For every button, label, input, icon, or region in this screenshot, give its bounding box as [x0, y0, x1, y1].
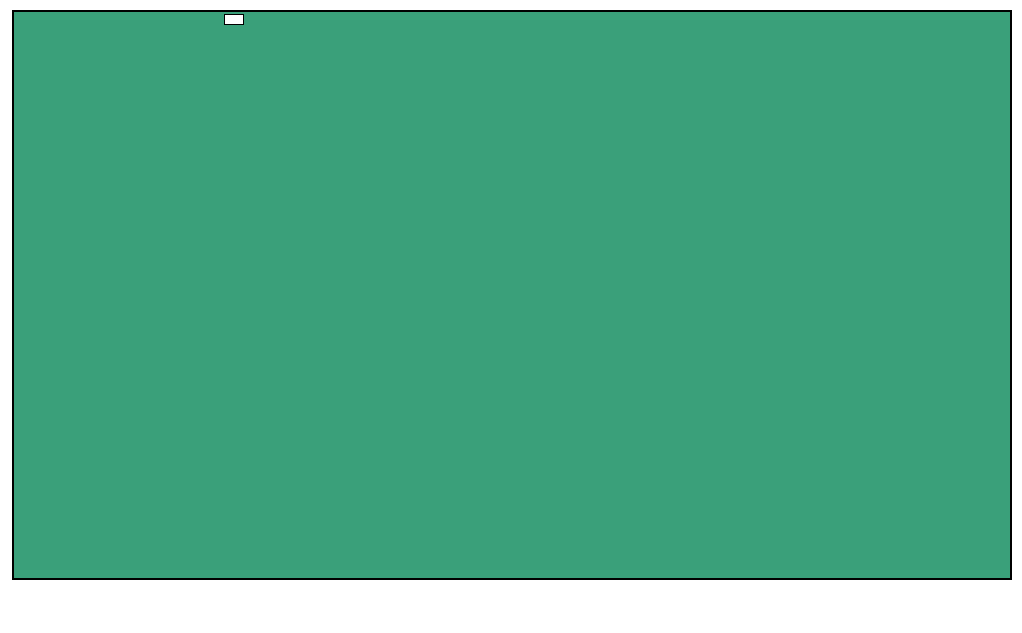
temperature-field-canvas: [14, 12, 1010, 578]
map-panel: [12, 10, 1012, 580]
figure-title: [224, 14, 244, 25]
colorbar: [0, 583, 1022, 633]
colorbar-tick-labels: [0, 607, 1022, 633]
colorbar-swatches: [0, 583, 1022, 609]
